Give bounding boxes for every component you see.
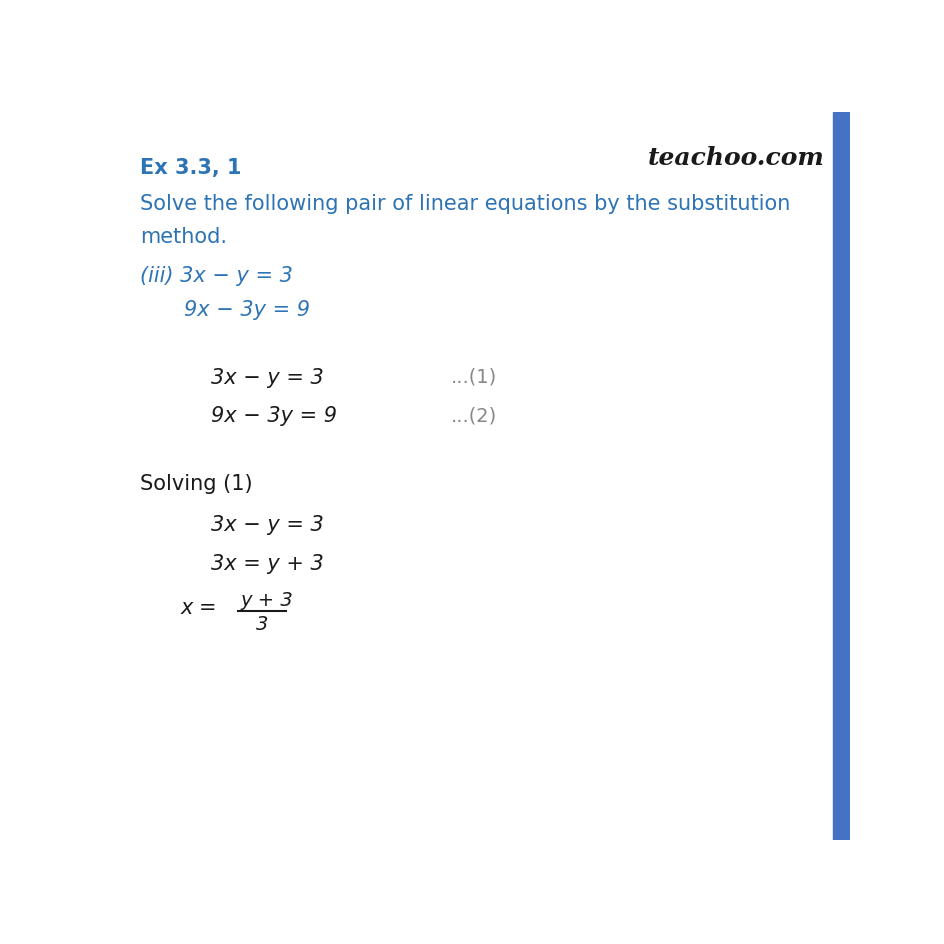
Text: method.: method. xyxy=(140,228,227,247)
Text: teachoo.com: teachoo.com xyxy=(648,145,824,170)
Text: 3x − y = 3: 3x − y = 3 xyxy=(211,514,324,534)
Text: (iii) 3x − y = 3: (iii) 3x − y = 3 xyxy=(140,265,293,285)
Text: 9x − 3y = 9: 9x − 3y = 9 xyxy=(211,406,337,426)
Text: ...(1): ...(1) xyxy=(451,367,497,386)
Text: 3x = y + 3: 3x = y + 3 xyxy=(211,553,324,573)
Text: 3: 3 xyxy=(256,614,268,633)
Text: ...(2): ...(2) xyxy=(451,406,497,425)
Text: Ex 3.3, 1: Ex 3.3, 1 xyxy=(140,158,241,177)
Text: Solving (1): Solving (1) xyxy=(140,473,252,493)
Text: x =: x = xyxy=(180,598,223,617)
Bar xyxy=(832,113,850,840)
Text: y + 3: y + 3 xyxy=(241,590,293,609)
Text: 9x − 3y = 9: 9x − 3y = 9 xyxy=(184,299,310,319)
Text: Solve the following pair of linear equations by the substitution: Solve the following pair of linear equat… xyxy=(140,194,789,214)
Text: 3x − y = 3: 3x − y = 3 xyxy=(211,367,324,387)
